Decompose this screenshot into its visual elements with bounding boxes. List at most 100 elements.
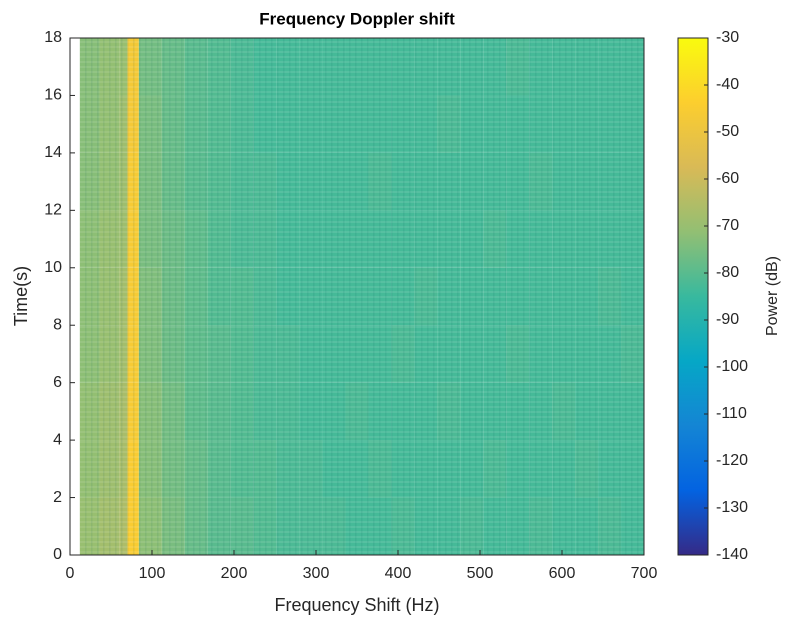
heatmap-cell bbox=[483, 325, 507, 383]
heatmap-cell bbox=[230, 440, 254, 498]
heatmap-cell bbox=[460, 497, 484, 555]
heatmap-cell bbox=[127, 497, 139, 555]
heatmap-cell bbox=[184, 210, 208, 268]
heatmap-cell bbox=[345, 152, 369, 211]
heatmap-cell bbox=[79, 95, 100, 153]
heatmap-cell bbox=[391, 210, 415, 268]
heatmap-cell bbox=[368, 152, 392, 211]
heatmap-cell bbox=[414, 152, 438, 211]
heatmap-cell bbox=[299, 95, 323, 153]
heatmap-cell bbox=[552, 440, 576, 498]
heatmap-cell bbox=[299, 325, 323, 383]
heatmap-cell bbox=[414, 95, 438, 153]
heatmap-cell bbox=[483, 38, 507, 96]
heatmap-cell bbox=[621, 95, 644, 153]
heatmap-cell bbox=[598, 210, 622, 268]
colorbar-tick-label: -110 bbox=[716, 405, 747, 422]
heatmap-cell bbox=[552, 267, 576, 326]
heatmap-cell bbox=[253, 440, 277, 498]
heatmap-cell bbox=[483, 440, 507, 498]
heatmap-cell bbox=[460, 152, 484, 211]
heatmap-cell bbox=[391, 497, 415, 555]
heatmap-cell bbox=[138, 497, 162, 555]
heatmap-cell bbox=[99, 210, 120, 268]
heatmap-cell bbox=[99, 382, 120, 441]
heatmap-cell bbox=[322, 152, 346, 211]
heatmap-cell bbox=[299, 440, 323, 498]
heatmap-cell bbox=[230, 325, 254, 383]
x-tick-label: 0 bbox=[66, 565, 75, 582]
heatmap-cell bbox=[276, 95, 300, 153]
heatmap-cell bbox=[99, 267, 120, 326]
heatmap-cell bbox=[575, 382, 599, 441]
heatmap-cell bbox=[345, 95, 369, 153]
heatmap-cell bbox=[621, 497, 644, 555]
heatmap-cell bbox=[598, 325, 622, 383]
heatmap-cell bbox=[127, 38, 139, 96]
heatmap-cell bbox=[621, 267, 644, 326]
y-tick-label: 6 bbox=[53, 374, 62, 391]
heatmap-cell bbox=[184, 440, 208, 498]
colorbar-tick-label: -120 bbox=[716, 452, 748, 469]
heatmap-cell bbox=[368, 38, 392, 96]
y-tick-label: 2 bbox=[53, 489, 62, 506]
y-tick-label: 10 bbox=[44, 259, 62, 276]
heatmap-cell bbox=[529, 210, 553, 268]
heatmap-cell bbox=[322, 38, 346, 96]
heatmap-cell bbox=[161, 497, 185, 555]
heatmap-cell bbox=[460, 267, 484, 326]
heatmap-cell bbox=[552, 38, 576, 96]
heatmap-cell bbox=[621, 440, 644, 498]
x-tick-label: 300 bbox=[303, 565, 330, 582]
heatmap-cell bbox=[460, 95, 484, 153]
heatmap-cell bbox=[138, 267, 162, 326]
heatmap-cell bbox=[276, 497, 300, 555]
heatmap-cell bbox=[207, 152, 231, 211]
heatmap-cell bbox=[276, 38, 300, 96]
heatmap-cell bbox=[230, 95, 254, 153]
heatmap-cell bbox=[184, 382, 208, 441]
y-tick-label: 0 bbox=[53, 546, 62, 563]
heatmap-cell bbox=[184, 325, 208, 383]
heatmap-cell bbox=[230, 38, 254, 96]
heatmap-cell bbox=[621, 210, 644, 268]
heatmap-cell bbox=[391, 267, 415, 326]
heatmap-cell bbox=[483, 497, 507, 555]
x-tick-label: 200 bbox=[221, 565, 248, 582]
x-tick-label: 500 bbox=[467, 565, 494, 582]
heatmap-cell bbox=[391, 38, 415, 96]
heatmap-cell bbox=[119, 38, 128, 96]
heatmap-cell bbox=[161, 38, 185, 96]
heatmap-cell bbox=[414, 267, 438, 326]
heatmap-cell bbox=[276, 440, 300, 498]
heatmap-cell bbox=[79, 152, 100, 211]
y-tick-label: 18 bbox=[44, 29, 62, 46]
y-axis-label: Time(s) bbox=[11, 266, 31, 326]
heatmap-cell bbox=[79, 38, 100, 96]
heatmap-cell bbox=[322, 440, 346, 498]
heatmap-cell bbox=[322, 267, 346, 326]
heatmap-cell bbox=[460, 210, 484, 268]
heatmap-cell bbox=[253, 38, 277, 96]
heatmap-cell bbox=[184, 152, 208, 211]
heatmap-cell bbox=[119, 325, 128, 383]
heatmap-cell bbox=[506, 152, 530, 211]
heatmap-cell bbox=[161, 382, 185, 441]
heatmap-cell bbox=[161, 210, 185, 268]
heatmap-cell bbox=[207, 210, 231, 268]
heatmap-cell bbox=[253, 497, 277, 555]
heatmap-cell bbox=[127, 267, 139, 326]
heatmap-cell bbox=[414, 38, 438, 96]
heatmap-cell bbox=[138, 440, 162, 498]
heatmap-cell bbox=[368, 267, 392, 326]
heatmap-cell bbox=[368, 440, 392, 498]
heatmap-cell bbox=[119, 210, 128, 268]
heatmap-cell bbox=[437, 38, 461, 96]
heatmap-cell bbox=[483, 95, 507, 153]
heatmap-cell bbox=[437, 497, 461, 555]
heatmap-cell bbox=[161, 95, 185, 153]
heatmap-cell bbox=[483, 210, 507, 268]
heatmap-cell bbox=[621, 38, 644, 96]
heatmap-cell bbox=[529, 38, 553, 96]
